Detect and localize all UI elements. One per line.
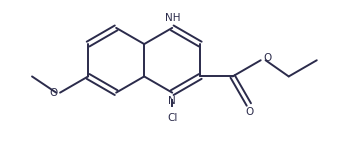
Text: O: O [49, 88, 57, 98]
Text: O: O [246, 107, 254, 117]
Text: O: O [264, 53, 272, 63]
Text: N: N [168, 96, 176, 106]
Text: Cl: Cl [167, 113, 177, 123]
Text: NH: NH [165, 13, 181, 23]
